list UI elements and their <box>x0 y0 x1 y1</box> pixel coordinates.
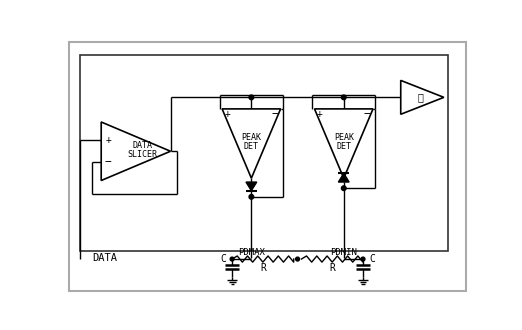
Polygon shape <box>338 174 349 182</box>
Polygon shape <box>246 182 257 191</box>
Text: C: C <box>220 254 226 264</box>
Text: DET: DET <box>336 142 351 151</box>
Circle shape <box>249 194 254 199</box>
Text: R: R <box>260 263 266 273</box>
Text: +: + <box>317 109 323 119</box>
Polygon shape <box>222 109 281 178</box>
Text: DATA: DATA <box>132 141 152 149</box>
Circle shape <box>361 257 365 261</box>
Text: −: − <box>271 109 278 119</box>
Text: +: + <box>105 136 111 146</box>
Polygon shape <box>314 109 373 178</box>
Polygon shape <box>101 122 171 181</box>
Text: −: − <box>363 109 370 119</box>
Circle shape <box>230 257 234 261</box>
Text: SLICER: SLICER <box>127 150 157 159</box>
Circle shape <box>295 257 300 261</box>
Text: −: − <box>105 157 112 167</box>
Text: R: R <box>329 263 335 273</box>
Polygon shape <box>401 81 444 114</box>
Bar <box>80 55 448 251</box>
Text: DATA: DATA <box>92 252 117 262</box>
Circle shape <box>341 186 346 190</box>
Text: DET: DET <box>244 142 259 151</box>
Text: PEAK: PEAK <box>334 133 354 142</box>
Text: PEAK: PEAK <box>241 133 262 142</box>
Text: +: + <box>224 109 230 119</box>
Text: PDMAX: PDMAX <box>238 248 265 257</box>
Circle shape <box>249 95 254 100</box>
Text: ∿: ∿ <box>417 92 423 102</box>
Text: C: C <box>369 254 375 264</box>
Text: PDMIN: PDMIN <box>330 248 357 257</box>
Circle shape <box>341 95 346 100</box>
